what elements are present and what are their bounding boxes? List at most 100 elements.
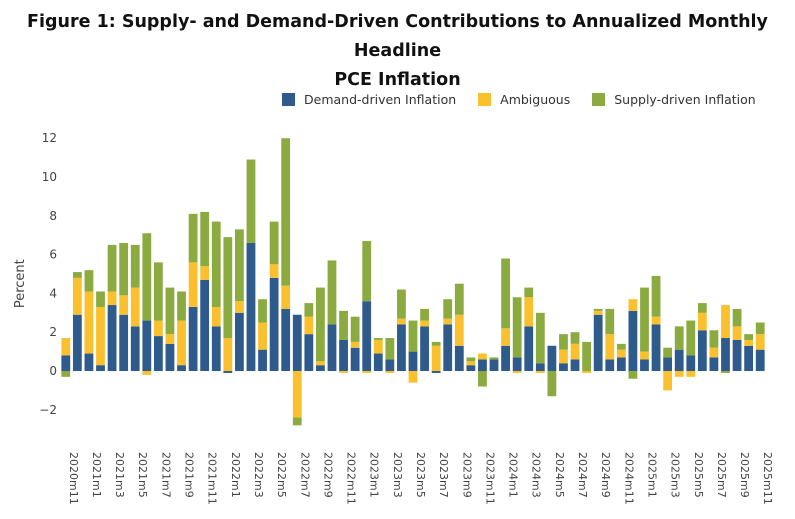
bar-ambiguous-2021m2 (96, 306, 105, 366)
bar-demand-2024m7 (570, 359, 580, 371)
bar-supply-2020m11 (61, 371, 71, 377)
legend-swatch-demand (282, 93, 295, 106)
bar-demand-2022m1 (223, 371, 233, 373)
y-tick-label: 2 (49, 325, 57, 339)
bar-supply-2025m10 (744, 334, 754, 340)
bar-supply-2023m4 (397, 289, 406, 319)
bar-ambiguous-2023m1 (362, 371, 372, 373)
bar-supply-2023m5 (408, 320, 418, 352)
bar-demand-2023m6 (420, 326, 429, 371)
bar-demand-2025m11 (755, 349, 765, 371)
bar-ambiguous-2025m4 (674, 371, 684, 377)
bar-ambiguous-2021m7 (153, 320, 163, 337)
bar-demand-2024m4 (535, 363, 545, 371)
bar-demand-2023m9 (454, 345, 464, 371)
y-tick-label: 6 (49, 248, 57, 262)
bar-demand-2022m2 (235, 312, 244, 371)
bar-supply-2023m6 (420, 308, 429, 321)
x-tick-label: 2021m5 (136, 452, 149, 498)
bar-supply-2021m2 (96, 291, 105, 307)
bar-supply-2024m4 (535, 312, 545, 364)
bar-ambiguous-2025m11 (755, 334, 765, 350)
x-tick-label: 2025m7 (715, 452, 728, 498)
bar-demand-2023m7 (431, 371, 441, 373)
legend-label-supply: Supply-driven Inflation (614, 92, 756, 107)
bar-demand-2025m5 (686, 355, 696, 371)
bar-ambiguous-2023m6 (420, 320, 429, 327)
bar-supply-2025m9 (732, 308, 742, 327)
bar-demand-2022m7 (292, 314, 302, 371)
bar-supply-2021m9 (177, 291, 186, 321)
y-axis-label: Percent (13, 259, 28, 308)
bar-supply-2023m1 (362, 241, 372, 302)
legend-item-ambiguous[interactable]: Ambiguous (478, 92, 570, 107)
x-tick-label: 2025m11 (761, 452, 774, 505)
bar-demand-2025m7 (709, 357, 719, 371)
bar-ambiguous-2025m3 (663, 371, 673, 391)
bar-ambiguous-2023m2 (373, 339, 383, 354)
x-tick-label: 2022m11 (345, 452, 358, 505)
bar-ambiguous-2025m1 (640, 351, 649, 360)
chart-title-line-2: PCE Inflation (334, 70, 461, 90)
bar-demand-2020m12 (72, 314, 82, 371)
bar-ambiguous-2021m6 (142, 371, 152, 375)
y-tick-label: 0 (49, 364, 57, 378)
x-tick-label: 2023m3 (391, 452, 404, 498)
legend-item-supply[interactable]: Supply-driven Inflation (592, 92, 756, 107)
bar-ambiguous-2022m8 (304, 316, 314, 335)
bar-ambiguous-2020m12 (72, 277, 82, 315)
bar-demand-2022m10 (327, 324, 337, 371)
x-tick-label: 2022m9 (321, 452, 334, 498)
legend-swatch-supply (592, 93, 606, 106)
bar-demand-2023m12 (489, 359, 499, 371)
bar-demand-2023m2 (373, 353, 383, 371)
bar-ambiguous-2023m7 (431, 345, 441, 371)
bar-ambiguous-2021m4 (119, 295, 129, 315)
x-tick-label: 2021m7 (159, 452, 172, 498)
x-tick-label: 2023m1 (368, 452, 381, 498)
legend-item-demand[interactable]: Demand-driven Inflation (282, 92, 456, 107)
bar-ambiguous-2022m5 (269, 264, 279, 278)
x-tick-label: 2023m11 (483, 452, 496, 505)
bar-supply-2023m11 (478, 371, 487, 387)
bar-supply-2024m12 (628, 371, 638, 379)
bar-ambiguous-2025m8 (721, 305, 730, 339)
x-tick-label: 2024m7 (576, 452, 589, 498)
bar-ambiguous-2022m6 (281, 285, 291, 309)
y-tick-label: 12 (42, 131, 57, 145)
bar-demand-2023m4 (397, 324, 406, 371)
bar-demand-2025m9 (732, 339, 742, 371)
bar-demand-2025m3 (663, 357, 673, 371)
y-tick-label: 10 (42, 170, 57, 184)
bar-demand-2021m4 (119, 314, 129, 371)
bar-supply-2025m2 (651, 275, 661, 317)
bar-ambiguous-2024m9 (593, 310, 603, 315)
bar-ambiguous-2024m1 (501, 328, 510, 346)
bar-supply-2021m3 (107, 244, 117, 292)
chart-title-line-1: Figure 1: Supply- and Demand-Driven Cont… (27, 12, 768, 61)
bar-demand-2023m10 (466, 365, 476, 371)
bar-ambiguous-2022m9 (316, 361, 325, 366)
x-tick-label: 2021m11 (206, 452, 219, 505)
bar-supply-2025m1 (640, 287, 649, 352)
bar-ambiguous-2024m7 (570, 343, 580, 360)
bar-supply-2023m2 (373, 338, 383, 340)
bar-ambiguous-2021m10 (188, 262, 198, 307)
bar-supply-2021m11 (200, 211, 210, 267)
bar-supply-2022m7 (292, 417, 302, 426)
bar-demand-2024m10 (605, 359, 615, 371)
bar-supply-2021m10 (188, 213, 198, 263)
bar-ambiguous-2021m12 (211, 306, 221, 327)
bar-supply-2021m8 (165, 287, 175, 335)
bar-supply-2024m10 (605, 308, 615, 335)
bar-supply-2023m12 (489, 357, 499, 360)
bar-supply-2025m11 (755, 322, 765, 335)
bar-demand-2022m6 (281, 308, 291, 371)
x-tick-label: 2025m9 (738, 452, 751, 498)
bar-supply-2023m3 (385, 338, 395, 360)
bar-demand-2024m6 (559, 363, 568, 371)
bar-demand-2025m10 (744, 345, 754, 371)
bar-supply-2022m1 (223, 237, 233, 339)
bar-demand-2021m11 (200, 279, 210, 371)
